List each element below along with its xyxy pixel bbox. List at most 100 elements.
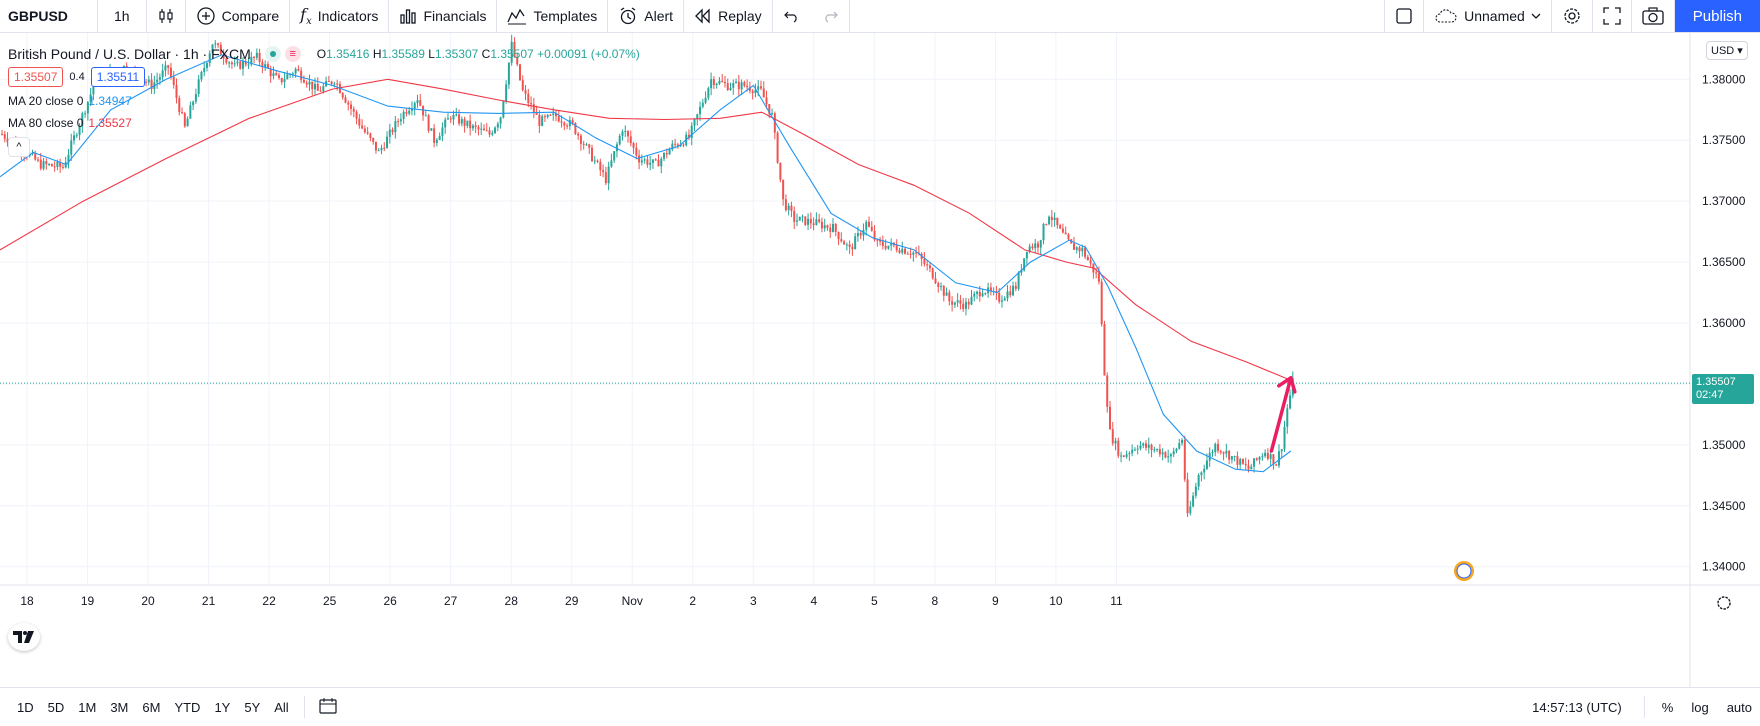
goto-date-button[interactable] xyxy=(313,697,343,717)
candle-body xyxy=(1236,456,1239,465)
fullscreen-button[interactable] xyxy=(1593,0,1632,32)
compare-button[interactable]: Compare xyxy=(186,0,291,32)
candle-body xyxy=(665,152,668,155)
settings-button[interactable] xyxy=(1552,0,1593,32)
legend-collapse-button[interactable]: ^ xyxy=(8,137,30,157)
candle-body xyxy=(585,144,588,146)
candle-body xyxy=(1,134,3,136)
replay-button[interactable]: Replay xyxy=(684,0,773,32)
candle-body xyxy=(446,118,449,120)
candle-body xyxy=(718,80,721,84)
candle-body xyxy=(607,166,610,184)
candle-body xyxy=(535,112,538,115)
candle-body xyxy=(416,100,419,104)
time-axis-label: 18 xyxy=(20,594,34,608)
market-status-icon xyxy=(264,46,281,62)
axis-settings-icon[interactable] xyxy=(1717,596,1731,610)
undo-button[interactable] xyxy=(773,0,811,32)
candle-body xyxy=(807,218,810,225)
interval-button[interactable]: 1h xyxy=(98,0,147,32)
range-1d-button[interactable]: 1D xyxy=(17,699,34,715)
utc-clock[interactable]: 14:57:13 (UTC) xyxy=(1532,699,1622,715)
candle-body xyxy=(887,245,890,249)
candle-body xyxy=(491,132,494,135)
candle-body xyxy=(1161,452,1164,455)
percent-toggle[interactable]: % xyxy=(1661,699,1674,715)
range-3m-button[interactable]: 3M xyxy=(110,699,129,715)
candle-body xyxy=(643,159,646,161)
log-toggle[interactable]: log xyxy=(1691,699,1709,715)
candle-body xyxy=(510,41,513,63)
candle-body xyxy=(178,98,181,113)
layout-select-button[interactable] xyxy=(1384,0,1425,32)
chart-type-button[interactable] xyxy=(147,0,186,32)
candle-body xyxy=(217,43,220,45)
candle-body xyxy=(876,239,879,241)
candle-body xyxy=(208,53,211,64)
candle-body xyxy=(172,76,175,85)
open-label: O xyxy=(316,47,327,61)
candle-body xyxy=(258,52,261,63)
redo-button[interactable] xyxy=(811,0,850,32)
candle-body xyxy=(314,83,317,90)
candle-body xyxy=(1084,247,1087,257)
save-layout-button[interactable]: Unnamed xyxy=(1424,0,1552,32)
candle-body xyxy=(906,253,909,255)
ma20-legend[interactable]: MA 20 close 0 1.34947 xyxy=(8,94,640,110)
annotation-arrow[interactable] xyxy=(1269,376,1293,453)
publish-button[interactable]: Publish xyxy=(1674,0,1760,32)
candle-body xyxy=(1178,443,1181,449)
currency-select[interactable]: USD ▾ xyxy=(1706,41,1748,60)
candle-body xyxy=(336,83,339,85)
range-1y-button[interactable]: 1Y xyxy=(214,699,231,715)
top-toolbar: GBPUSD 1h Compare fx Indicators Financia… xyxy=(0,0,1760,33)
ma80-legend[interactable]: MA 80 close 0 1.35527 xyxy=(8,116,640,132)
candle-body xyxy=(205,63,208,68)
candle-body xyxy=(1222,452,1225,454)
range-ytd-button[interactable]: YTD xyxy=(174,699,201,715)
candle-body xyxy=(505,84,508,102)
candle-body xyxy=(1031,246,1034,249)
candle-body xyxy=(1086,256,1089,261)
buy-price-button[interactable]: 1.35511 xyxy=(90,67,146,87)
range-all-button[interactable]: All xyxy=(274,699,289,715)
spread-value: 0.4 xyxy=(69,71,85,83)
templates-button[interactable]: Templates xyxy=(497,0,609,32)
candle-body xyxy=(610,160,613,167)
candle-body xyxy=(222,54,225,59)
symbol-search-button[interactable]: GBPUSD xyxy=(0,0,98,32)
indicators-button[interactable]: fx Indicators xyxy=(290,0,390,32)
financials-button[interactable]: Financials xyxy=(389,0,498,32)
candle-body xyxy=(696,114,699,120)
tradingview-logo[interactable] xyxy=(8,623,40,651)
range-6m-button[interactable]: 6M xyxy=(142,699,161,715)
candle-body xyxy=(463,119,466,126)
low-label: L xyxy=(428,47,435,61)
snapshot-button[interactable] xyxy=(1632,0,1675,32)
price-axis-label: 1.34000 xyxy=(1702,560,1746,574)
candle-body xyxy=(937,283,940,288)
alert-button[interactable]: Alert xyxy=(608,0,685,32)
candle-body xyxy=(552,113,555,115)
candle-body xyxy=(884,245,887,249)
candle-body xyxy=(654,159,657,161)
ma20-line xyxy=(0,54,1292,473)
auto-toggle[interactable]: auto xyxy=(1726,699,1752,715)
range-5d-button[interactable]: 5D xyxy=(47,699,65,715)
candle-body xyxy=(1122,455,1125,457)
candle-body xyxy=(1067,234,1070,240)
candle-body xyxy=(787,205,790,211)
range-1m-button[interactable]: 1M xyxy=(78,699,97,715)
sell-price-button[interactable]: 1.35507 xyxy=(8,67,64,87)
layout-name: Unnamed xyxy=(1464,8,1525,24)
candle-body xyxy=(832,224,834,232)
candle-body xyxy=(311,81,314,90)
candle-body xyxy=(214,43,217,45)
candle-body xyxy=(541,116,544,126)
candle-body xyxy=(795,220,798,222)
candle-body xyxy=(67,154,70,163)
candle-body xyxy=(1039,240,1042,248)
symbol-description[interactable]: British Pound / U.S. Dollar · 1h · FXCM xyxy=(8,46,251,62)
range-5y-button[interactable]: 5Y xyxy=(244,699,261,715)
candle-body xyxy=(352,108,355,112)
